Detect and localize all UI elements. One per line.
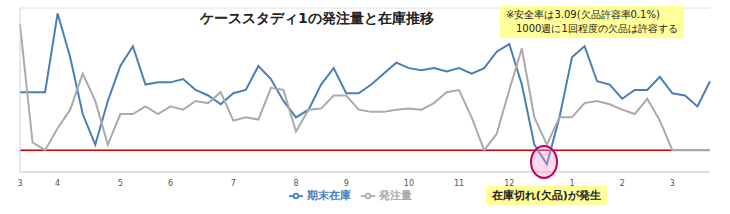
svg-text:1: 1 xyxy=(569,178,575,188)
svg-text:3: 3 xyxy=(670,179,675,188)
svg-text:12: 12 xyxy=(504,178,515,188)
svg-text:9: 9 xyxy=(344,179,349,188)
html-text:発注量: 発注量 xyxy=(378,189,412,202)
svg-text:4: 4 xyxy=(55,179,60,188)
svg-text:7: 7 xyxy=(231,179,236,188)
svg-text:5: 5 xyxy=(118,179,123,188)
svg-text:11: 11 xyxy=(454,179,464,188)
svg-text:8: 8 xyxy=(293,179,298,188)
html-text:ケーススタディ1の発注量と在庫推移: ケーススタディ1の発注量と在庫推移 xyxy=(200,10,434,26)
html-text:在庫切れ(欠品)が発生: 在庫切れ(欠品)が発生 xyxy=(491,189,601,202)
html-text:期末在庫: 期末在庫 xyxy=(306,189,351,202)
html-text:※安全率は3.09(欠品許容率0.1%): ※安全率は3.09(欠品許容率0.1%) xyxy=(506,9,660,20)
svg-text:6: 6 xyxy=(168,179,173,188)
svg-text:3: 3 xyxy=(17,179,22,188)
svg-text:2: 2 xyxy=(620,179,625,188)
html-text:1000週に1回程度の欠品は許容する: 1000週に1回程度の欠品は許容する xyxy=(516,23,678,34)
svg-text:10: 10 xyxy=(404,179,414,188)
